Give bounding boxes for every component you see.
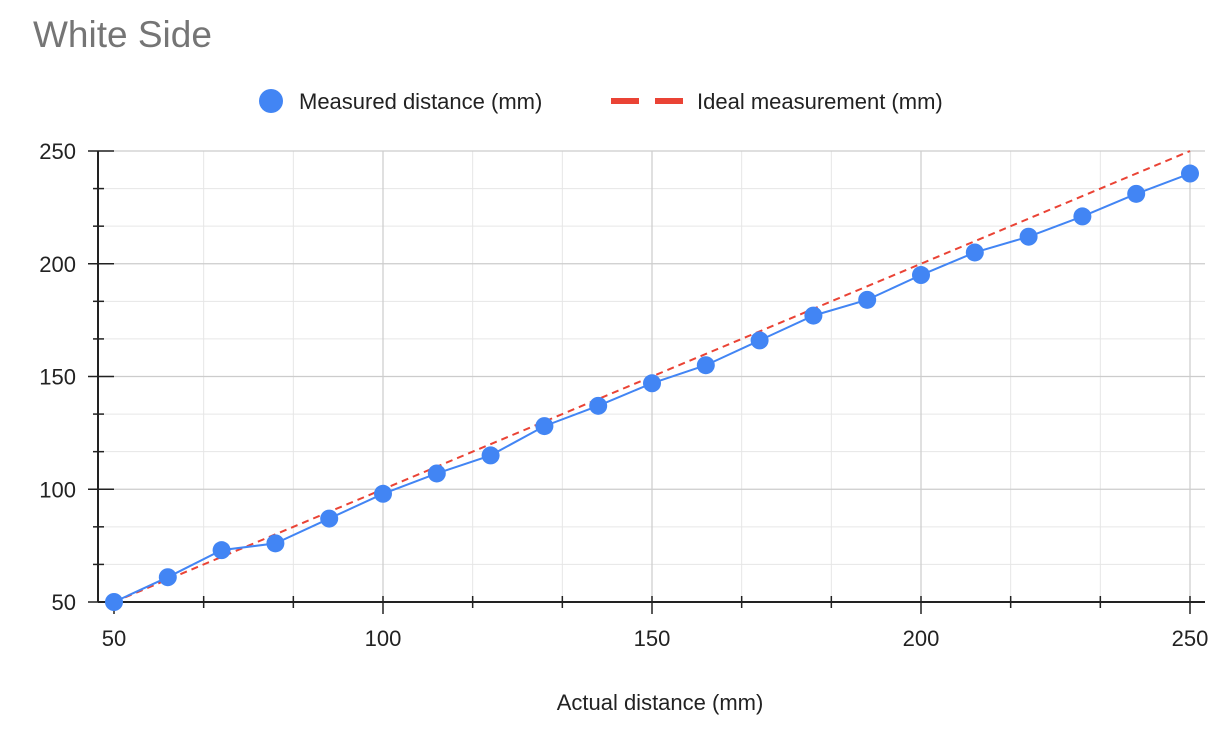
measured-point bbox=[320, 509, 339, 528]
x-tick-label: 100 bbox=[365, 626, 402, 651]
legend-label-ideal: Ideal measurement (mm) bbox=[697, 89, 943, 114]
measured-point bbox=[105, 593, 123, 611]
measured-point bbox=[858, 290, 877, 309]
measured-point bbox=[266, 534, 285, 553]
x-tick-label: 50 bbox=[102, 626, 126, 651]
y-tick-label: 50 bbox=[52, 590, 76, 615]
legend: Measured distance (mm) Ideal measurement… bbox=[259, 89, 943, 114]
measured-point bbox=[374, 484, 392, 503]
measured-point bbox=[1073, 207, 1092, 226]
measured-point bbox=[1127, 184, 1146, 203]
chart-title: White Side bbox=[33, 14, 212, 55]
measured-point bbox=[965, 243, 984, 262]
measured-point bbox=[427, 464, 446, 483]
measured-point bbox=[212, 541, 231, 560]
x-tick-label: 200 bbox=[903, 626, 940, 651]
y-tick-label: 200 bbox=[39, 252, 76, 277]
measured-point bbox=[535, 417, 554, 436]
legend-label-measured: Measured distance (mm) bbox=[299, 89, 542, 114]
x-tick-label: 150 bbox=[634, 626, 671, 651]
measured-point bbox=[750, 331, 769, 350]
ideal-measurement-line bbox=[113, 150, 1191, 603]
measured-point bbox=[481, 446, 500, 465]
measured-point bbox=[158, 568, 177, 587]
y-tick-label: 250 bbox=[39, 139, 76, 164]
x-tick-label: 250 bbox=[1172, 626, 1209, 651]
measured-point bbox=[643, 374, 661, 393]
measured-point bbox=[589, 396, 608, 415]
measured-point bbox=[1181, 164, 1199, 183]
measured-point bbox=[1019, 227, 1038, 246]
axis-layer: 50 100 150 200 250 50 100 150 200 250 bbox=[39, 139, 1208, 651]
measured-point bbox=[696, 356, 715, 375]
x-axis-title: Actual distance (mm) bbox=[557, 690, 764, 715]
y-tick-label: 100 bbox=[39, 477, 76, 502]
measured-point bbox=[912, 266, 930, 285]
y-tick-label: 150 bbox=[39, 365, 76, 390]
series-layer bbox=[105, 150, 1199, 611]
measured-point bbox=[804, 306, 823, 325]
legend-marker-measured bbox=[259, 89, 283, 113]
